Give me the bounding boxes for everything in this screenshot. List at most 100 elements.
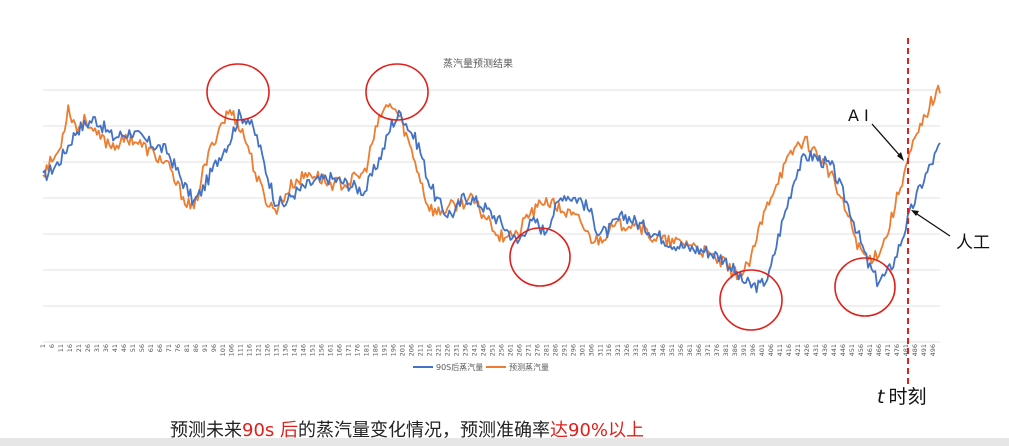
x-tick-label: 246 bbox=[479, 344, 487, 356]
x-tick-label: 196 bbox=[390, 344, 398, 356]
bottom-bar bbox=[0, 438, 1009, 446]
x-tick-label: 421 bbox=[794, 344, 802, 356]
x-tick-label: 341 bbox=[650, 344, 658, 356]
x-tick-label: 216 bbox=[425, 344, 433, 356]
x-tick-label: 16 bbox=[66, 344, 74, 352]
x-tick-label: 126 bbox=[264, 344, 272, 356]
x-tick-label: 66 bbox=[156, 344, 164, 352]
x-tick-label: 161 bbox=[327, 344, 335, 356]
x-tick-label: 86 bbox=[192, 344, 200, 352]
x-tick-label: 181 bbox=[363, 344, 371, 356]
x-tick-label: 206 bbox=[408, 344, 416, 356]
x-tick-label: 361 bbox=[686, 344, 694, 356]
x-tick-label: 26 bbox=[84, 344, 92, 352]
x-tick-label: 221 bbox=[434, 344, 442, 356]
x-tick-label: 236 bbox=[461, 344, 469, 356]
x-tick-label: 176 bbox=[354, 344, 362, 356]
x-tick-label: 346 bbox=[659, 344, 667, 356]
human-label: 人工 bbox=[956, 233, 990, 253]
x-tick-label: 371 bbox=[704, 344, 712, 356]
x-tick-label: 96 bbox=[210, 344, 218, 352]
x-tick-label: 21 bbox=[75, 344, 83, 352]
x-tick-label: 306 bbox=[587, 344, 595, 356]
x-tick-label: 476 bbox=[893, 344, 901, 356]
highlight-circle bbox=[509, 227, 571, 287]
x-tick-label: 436 bbox=[821, 344, 829, 356]
human-arrow bbox=[913, 211, 951, 237]
x-tick-label: 276 bbox=[533, 344, 541, 356]
x-tick-label: 241 bbox=[470, 344, 478, 356]
x-tick-label: 131 bbox=[273, 344, 281, 356]
x-tick-label: 46 bbox=[120, 344, 128, 352]
x-tick-label: 311 bbox=[596, 344, 604, 356]
x-tick-label: 201 bbox=[399, 344, 407, 356]
x-tick-label: 496 bbox=[929, 344, 937, 356]
ai-label: A I bbox=[848, 106, 869, 125]
x-tick-label: 171 bbox=[345, 344, 353, 356]
x-tick-label: 391 bbox=[740, 344, 748, 356]
x-tick-label: 266 bbox=[515, 344, 523, 356]
human-arrowhead bbox=[911, 210, 919, 216]
x-tick-label: 316 bbox=[605, 344, 613, 356]
x-tick-label: 11 bbox=[57, 344, 65, 352]
x-tick-label: 41 bbox=[111, 344, 119, 352]
x-tick-label: 471 bbox=[884, 344, 892, 356]
x-axis-tick-labels: 1 6 11 16 21 26 31 36 41 46 51 56 61 66 71 76 81 86 91 96 10… bbox=[39, 344, 937, 356]
legend: 90S后蒸汽量 预测蒸汽量 bbox=[413, 362, 549, 372]
plot-background bbox=[43, 52, 940, 342]
series-line-90s bbox=[42, 108, 941, 294]
x-tick-label: 186 bbox=[372, 344, 380, 356]
legend-label-90s: 90S后蒸汽量 bbox=[436, 362, 483, 372]
t-rest: 时刻 bbox=[888, 386, 926, 408]
x-tick-label: 431 bbox=[812, 344, 820, 356]
x-tick-label: 151 bbox=[309, 344, 317, 356]
x-tick-label: 211 bbox=[416, 344, 424, 356]
x-tick-label: 401 bbox=[758, 344, 766, 356]
x-tick-label: 491 bbox=[920, 344, 928, 356]
x-tick-label: 466 bbox=[875, 344, 883, 356]
x-tick-label: 366 bbox=[695, 344, 703, 356]
x-tick-label: 461 bbox=[866, 344, 874, 356]
x-tick-label: 486 bbox=[911, 344, 919, 356]
ai-arrow bbox=[871, 123, 903, 159]
x-tick-label: 351 bbox=[668, 344, 676, 356]
x-tick-label: 446 bbox=[839, 344, 847, 356]
x-tick-label: 411 bbox=[776, 344, 784, 356]
x-tick-label: 291 bbox=[560, 344, 568, 356]
caption-part1: 预测未来 bbox=[170, 420, 242, 441]
series-lines bbox=[42, 84, 941, 294]
x-tick-label: 481 bbox=[902, 344, 910, 356]
x-tick-label: 376 bbox=[713, 344, 721, 356]
x-tick-label: 336 bbox=[641, 344, 649, 356]
x-tick-label: 226 bbox=[443, 344, 451, 356]
x-tick-label: 451 bbox=[848, 344, 856, 356]
x-tick-label: 416 bbox=[785, 344, 793, 356]
x-tick-label: 386 bbox=[731, 344, 739, 356]
x-tick-label: 1 bbox=[39, 344, 47, 348]
x-tick-label: 136 bbox=[282, 344, 290, 356]
legend-label-pred: 预测蒸汽量 bbox=[509, 362, 549, 372]
x-tick-label: 406 bbox=[767, 344, 775, 356]
x-tick-label: 426 bbox=[803, 344, 811, 356]
highlight-circle bbox=[206, 63, 270, 121]
t-italic: t bbox=[877, 386, 886, 408]
ai-arrowhead bbox=[897, 152, 904, 161]
x-tick-label: 51 bbox=[129, 344, 137, 352]
highlight-circle bbox=[365, 63, 429, 121]
x-tick-label: 356 bbox=[677, 344, 685, 356]
highlight-circle bbox=[834, 257, 896, 317]
x-tick-label: 256 bbox=[497, 344, 505, 356]
x-tick-label: 321 bbox=[614, 344, 622, 356]
x-tick-label: 116 bbox=[246, 344, 254, 356]
gridlines bbox=[43, 89, 940, 343]
x-tick-label: 31 bbox=[93, 344, 101, 352]
x-tick-label: 146 bbox=[300, 344, 308, 356]
x-tick-label: 281 bbox=[542, 344, 550, 356]
caption-part3: 的蒸汽量变化情况，预测准确率 bbox=[298, 420, 551, 441]
x-tick-label: 156 bbox=[318, 344, 326, 356]
x-tick-label: 251 bbox=[488, 344, 496, 356]
x-tick-label: 81 bbox=[183, 344, 191, 352]
x-tick-label: 101 bbox=[219, 344, 227, 356]
x-tick-label: 301 bbox=[578, 344, 586, 356]
